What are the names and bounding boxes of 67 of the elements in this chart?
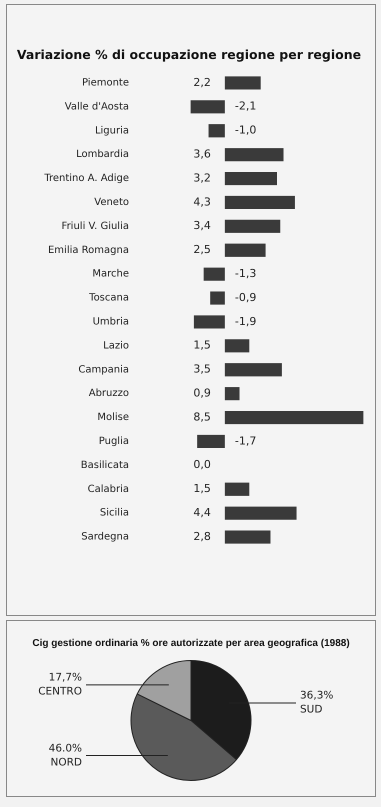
data-label: 4,4 — [193, 506, 211, 520]
slice-label: CENTRO — [38, 686, 82, 698]
data-label: 46.0% — [48, 742, 82, 754]
bar — [224, 363, 282, 376]
data-label: 3,2 — [193, 171, 211, 184]
data-label: 1,5 — [193, 338, 211, 352]
bar — [197, 434, 225, 448]
data-label: -1,9 — [234, 314, 256, 328]
y-tick-label: Marche — [92, 268, 129, 280]
y-tick-label: Liguria — [94, 125, 129, 136]
data-label: 2,5 — [193, 243, 211, 256]
data-label: 2,8 — [193, 530, 211, 543]
y-tick-label: Puglia — [98, 436, 129, 448]
y-tick-label: Basilicata — [80, 460, 129, 471]
slice-label: NORD — [50, 756, 82, 768]
bar — [210, 291, 225, 305]
y-tick-label: Emilia Romagna — [48, 244, 129, 256]
y-tick-label: Molise — [97, 412, 129, 424]
y-tick-label: Veneto — [94, 197, 129, 208]
bar — [190, 100, 225, 114]
y-tick-label: Sicilia — [100, 508, 129, 519]
y-tick-label: Sardegna — [81, 532, 129, 543]
y-tick-label: Campania — [78, 364, 129, 376]
data-label: 4,3 — [193, 195, 211, 208]
bar — [224, 482, 250, 496]
data-label: 2,2 — [193, 76, 211, 89]
y-tick-label: Friuli V. Giulia — [62, 220, 129, 232]
data-label: 1,5 — [193, 482, 211, 496]
bar — [224, 506, 297, 520]
slice-label: SUD — [300, 704, 322, 716]
bar — [224, 76, 261, 90]
y-tick-label: Toscana — [88, 292, 129, 304]
data-label: 17,7% — [48, 672, 82, 684]
y-tick-label: Calabria — [88, 484, 129, 495]
bar — [208, 124, 225, 138]
data-label: 3,6 — [193, 148, 211, 161]
data-label: 36,3% — [300, 690, 334, 702]
chart-title: Cig gestione ordinaria % ore autorizzate per area geografica (1988) — [32, 638, 350, 649]
bar — [194, 315, 225, 329]
data-label: 8,5 — [193, 410, 211, 424]
data-label: -1,7 — [234, 434, 256, 448]
data-label: 3,5 — [193, 362, 211, 376]
y-tick-label: Valle d'Aosta — [64, 101, 129, 112]
data-label: 0,0 — [193, 458, 211, 472]
bar — [224, 172, 277, 186]
bar — [224, 387, 240, 400]
y-tick-label: Lombardia — [76, 149, 129, 160]
data-label: 3,4 — [193, 219, 211, 232]
y-tick-label: Piemonte — [82, 78, 129, 89]
bar — [224, 220, 280, 233]
bar — [204, 268, 225, 281]
y-tick-label: Trentino A. Adige — [43, 173, 129, 184]
y-tick-label: Umbria — [92, 316, 129, 328]
chart-title: Variazione % di occupazione regione per regione — [16, 46, 362, 62]
bar — [224, 339, 250, 352]
data-label: -1,3 — [234, 267, 256, 280]
y-tick-label: Abruzzo — [88, 388, 129, 400]
data-label: 0,9 — [193, 386, 211, 400]
bar — [224, 530, 270, 544]
bar — [224, 148, 284, 162]
y-tick-label: Lazio — [103, 340, 129, 352]
data-label: -0,9 — [234, 290, 256, 304]
bar — [224, 410, 364, 424]
data-label: -2,1 — [234, 100, 256, 113]
bar — [224, 244, 266, 257]
data-label: -1,0 — [234, 124, 256, 137]
bar — [224, 196, 295, 210]
